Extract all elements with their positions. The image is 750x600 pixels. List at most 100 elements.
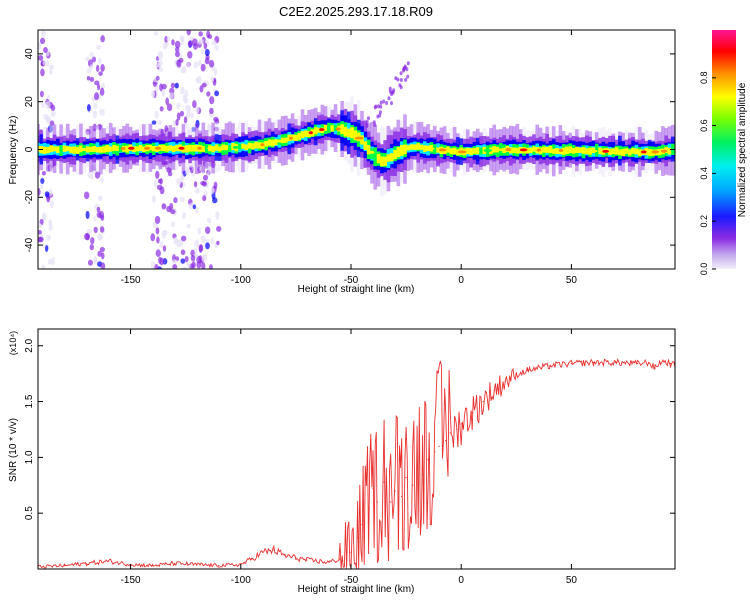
heatmap-noise-cell (96, 211, 102, 218)
heatmap-ridge-cell (38, 146, 40, 152)
heatmap-noise-cell (202, 181, 208, 187)
snr-data-point (471, 412, 473, 414)
heatmap-ridge-cell (69, 146, 73, 154)
heatmap-noise-cell (216, 225, 222, 232)
heatmap-ridge-cell (204, 145, 209, 151)
heatmap-noise-cell (96, 234, 102, 240)
heatmap-noise-cell (89, 64, 94, 70)
heatmap-noise-cell (179, 110, 185, 117)
heatmap-noise-cell (209, 107, 214, 115)
heatmap-noise-cell (396, 77, 400, 82)
heatmap-noise-cell (100, 63, 105, 72)
heatmap-hot-spot (602, 149, 609, 153)
heatmap-ridge-cell (241, 143, 245, 149)
heatmap-noise-cell (190, 112, 194, 119)
heatmap-ridge-cell (62, 145, 67, 152)
heatmap-noise-cell (180, 173, 184, 182)
heatmap-ridge-cell (244, 144, 249, 151)
heatmap-noise-cell (164, 160, 169, 166)
heatmap-noise-cell (40, 177, 45, 185)
heatmap-hot-spot (483, 148, 493, 152)
heatmap-noise-cell (180, 37, 185, 46)
heatmap-noise-cell (181, 235, 187, 242)
heatmap-noise-cell (45, 101, 51, 110)
colorbar-tick-label: 0.2 (699, 215, 709, 228)
heatmap-ridge-cell (132, 146, 136, 153)
snr-data-point (63, 565, 66, 567)
heatmap-noise-cell (186, 223, 191, 229)
snr-x-ticks: -150 -100 -50 0 50 (121, 329, 577, 586)
heatmap-noise-cell (166, 36, 170, 42)
colorbar: 0.0 0.2 0.4 0.6 0.8 Normalized spectral ampl… (699, 30, 748, 275)
heatmap-noise-cell (89, 51, 94, 59)
heatmap-noise-cell (208, 166, 212, 171)
heatmap-noise-cell (211, 40, 217, 46)
heatmap-noise-cell (45, 60, 50, 67)
snr-data-point (456, 428, 458, 431)
heatmap-ridge-cell (330, 125, 335, 132)
heatmap-noise-cell (92, 110, 98, 119)
heatmap-noise-cell (96, 44, 102, 50)
heatmap-noise-cell (214, 118, 220, 125)
snr-x-tick-label: -100 (231, 575, 251, 586)
heatmap-noise-cell (85, 56, 90, 62)
colorbar-tick-label: 0.6 (699, 119, 709, 132)
heatmap-hot-spot (580, 149, 589, 153)
heatmap-noise-cell (180, 86, 185, 95)
heatmap-hot-spot (275, 139, 285, 143)
heatmap-noise-cell (175, 119, 179, 126)
snr-data-point (423, 473, 425, 475)
heatmap-noise-cell (93, 102, 98, 110)
heatmap-noise-cell (199, 85, 204, 93)
heatmap-noise-cell (174, 82, 179, 89)
snr-data-point (262, 551, 264, 553)
heatmap-hot-spot (660, 149, 668, 153)
heatmap-noise-cell (97, 250, 103, 257)
snr-data-point (394, 490, 396, 492)
heatmap-ridge-cell (304, 130, 308, 137)
snr-y-tick-label: 1.5 (24, 394, 35, 408)
heatmap-noise-cell (195, 105, 200, 114)
heatmap-ridge-cell (426, 145, 430, 152)
heatmap-panel: -150 -100 -50 0 50 -40 -20 0 20 40 Height of str… (8, 29, 676, 295)
heatmap-noise-cell (373, 122, 377, 127)
heatmap-hot-spot (640, 150, 647, 154)
snr-data-point (218, 565, 220, 567)
heatmap-ridge-cell (52, 146, 57, 152)
heatmap-hot-spot (383, 157, 392, 161)
heatmap-noise-cell (159, 257, 164, 266)
heatmap-noise-cell (157, 51, 164, 60)
heatmap-noise-cell (178, 57, 184, 63)
heatmap-noise-cell (85, 210, 90, 220)
heatmap-noise-cell (192, 100, 197, 109)
heatmap-noise-cell (49, 69, 53, 75)
heatmap-noise-cell (182, 212, 187, 219)
heatmap-noise-cell (99, 226, 105, 233)
heatmap-noise-cell (406, 61, 410, 66)
heatmap-noise-cell (45, 245, 49, 253)
heatmap-noise-cell (99, 108, 105, 116)
heatmap-ridge-cell (108, 146, 113, 152)
heatmap-x-tick-label: 50 (566, 275, 578, 286)
snr-data-point (526, 369, 528, 371)
heatmap-ridge-cell (366, 145, 371, 155)
heatmap-ridge-cell (191, 144, 196, 152)
heatmap-noise-cell (192, 161, 197, 168)
heatmap-noise-cell (40, 37, 46, 45)
heatmap-ridge-cell (416, 143, 421, 150)
heatmap-noise-cell (169, 202, 174, 211)
heatmap-noise-cell (38, 187, 41, 197)
heatmap-ridge-cell (528, 147, 533, 154)
heatmap-noise-cell (194, 205, 199, 214)
heatmap-noise-cell (101, 83, 106, 89)
heatmap-noise-cell (174, 51, 180, 58)
heatmap-noise-cell (183, 116, 188, 124)
heatmap-hot-spot (79, 148, 89, 151)
heatmap-noise-cell (161, 89, 166, 97)
snr-data-point (416, 465, 418, 467)
heatmap-noise-cell (44, 191, 50, 198)
snr-data-point (350, 551, 352, 553)
heatmap-noise-cell (172, 264, 178, 269)
heatmap-noise-cell (197, 227, 202, 235)
heatmap-noise-cell (201, 169, 206, 175)
